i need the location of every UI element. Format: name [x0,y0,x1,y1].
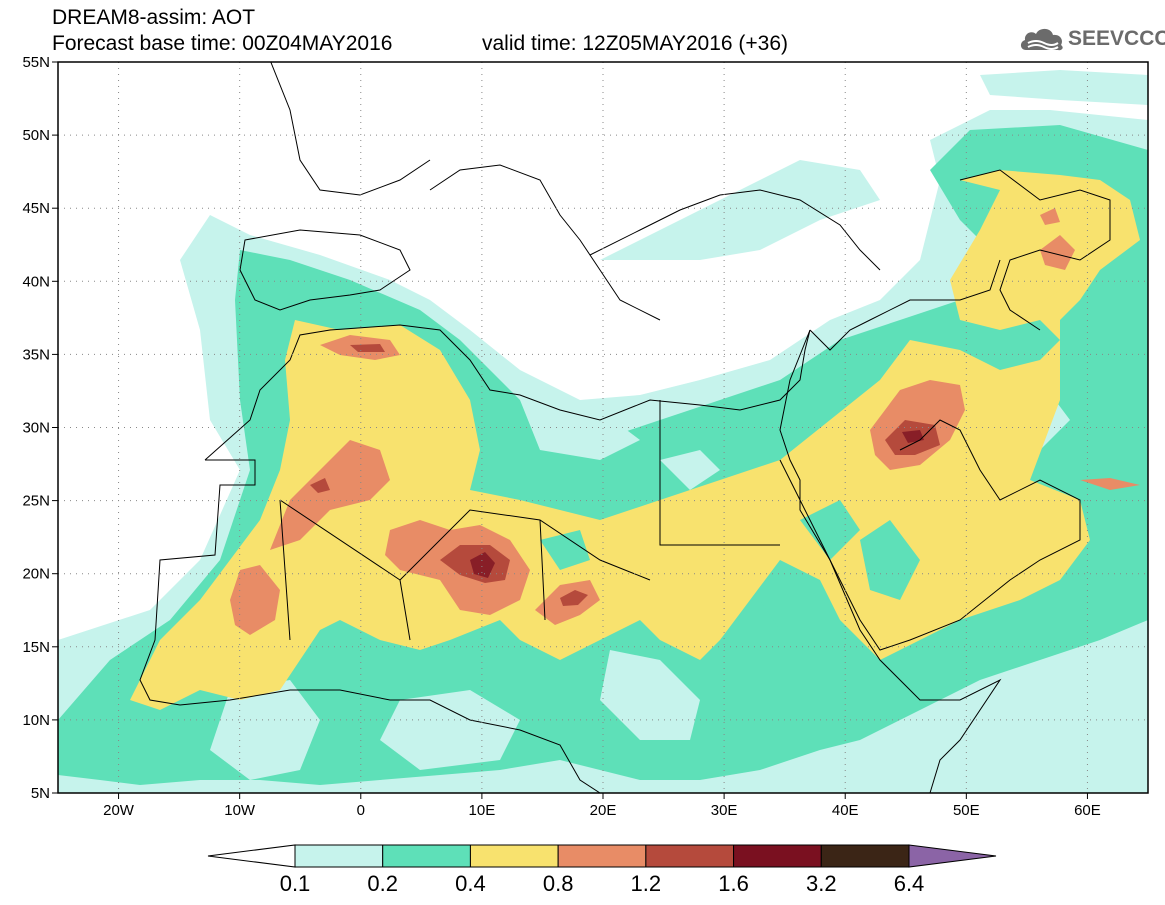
lon-label: 50E [953,802,980,819]
lon-label: 60E [1074,802,1101,819]
aot-field [58,70,1148,793]
red-sea-east-africa [779,329,1002,793]
lon-label: 10E [469,802,496,819]
lon-label: 20W [103,802,135,819]
uk-france [270,62,431,196]
country-borders [279,499,546,641]
italy-balkans [429,164,661,321]
egypt-border [659,400,780,546]
lat-label: 5N [31,785,50,802]
colorbar-label: 1.6 [718,871,749,896]
logo-text: SEEVCCC [1068,27,1165,50]
seevccc-logo: SEEVCCC [1018,24,1165,54]
colorbar-box [382,844,471,868]
lat-label: 45N [22,200,50,217]
title-line-1: DREAM8-assim: AOT [52,6,256,29]
colorbar-box [294,844,384,868]
valid-time: valid time: 12Z05MAY2016 (+36) [482,32,789,55]
lon-label: 10W [224,802,256,819]
west-africa-coast [139,459,601,793]
lon-label: 30E [711,802,738,819]
north-africa-coast [204,324,811,461]
colorbar-over [908,844,997,868]
lat-label: 30N [22,420,50,437]
colorbar-box [645,844,735,868]
axis-labels: 55N 50N 45N 40N 35N 30N 25N 20N 15N 10N 5N 20W 10W 0 1… [22,54,1100,819]
lon-label: 0 [357,802,365,819]
contour-patches-0.4 [540,500,920,630]
colorbar-box [469,844,559,868]
lat-label: 55N [22,54,50,71]
lat-label: 10N [22,712,50,729]
colorbar-label: 0.2 [367,871,398,896]
lat-label: 35N [22,346,50,363]
colorbar-under [207,844,296,868]
cloud-logo-icon [1020,28,1063,51]
lat-label: 15N [22,639,50,656]
iberia [239,229,411,311]
coastlines [139,62,1111,793]
levant-turkey [809,259,1001,351]
colorbar-label: 0.8 [542,871,574,896]
colorbar [207,844,997,868]
sahel-borders [279,499,651,581]
colorbar-box [733,844,822,868]
colorbar-label: 3.2 [805,871,837,896]
lat-label: 25N [22,493,50,510]
contour-1.6-3.2 [470,430,924,578]
colorbar-label: 0.1 [279,871,311,896]
colorbar-label: 1.2 [630,871,662,896]
colorbar-label: 6.4 [893,871,925,896]
black-sea-region [589,189,881,271]
lat-label: 40N [22,273,50,290]
colorbar-label: 0.4 [455,871,486,896]
lon-label: 40E [832,802,859,819]
colorbar-box [820,844,910,868]
arabian-peninsula [779,419,1081,651]
lat-label: 20N [22,566,50,583]
lon-label: 20E [590,802,617,819]
lat-label: 50N [22,127,50,144]
title-line-2: Forecast base time: 00Z04MAY2016 [52,32,393,55]
caspian-sea [959,169,1111,331]
colorbar-box [557,844,647,868]
